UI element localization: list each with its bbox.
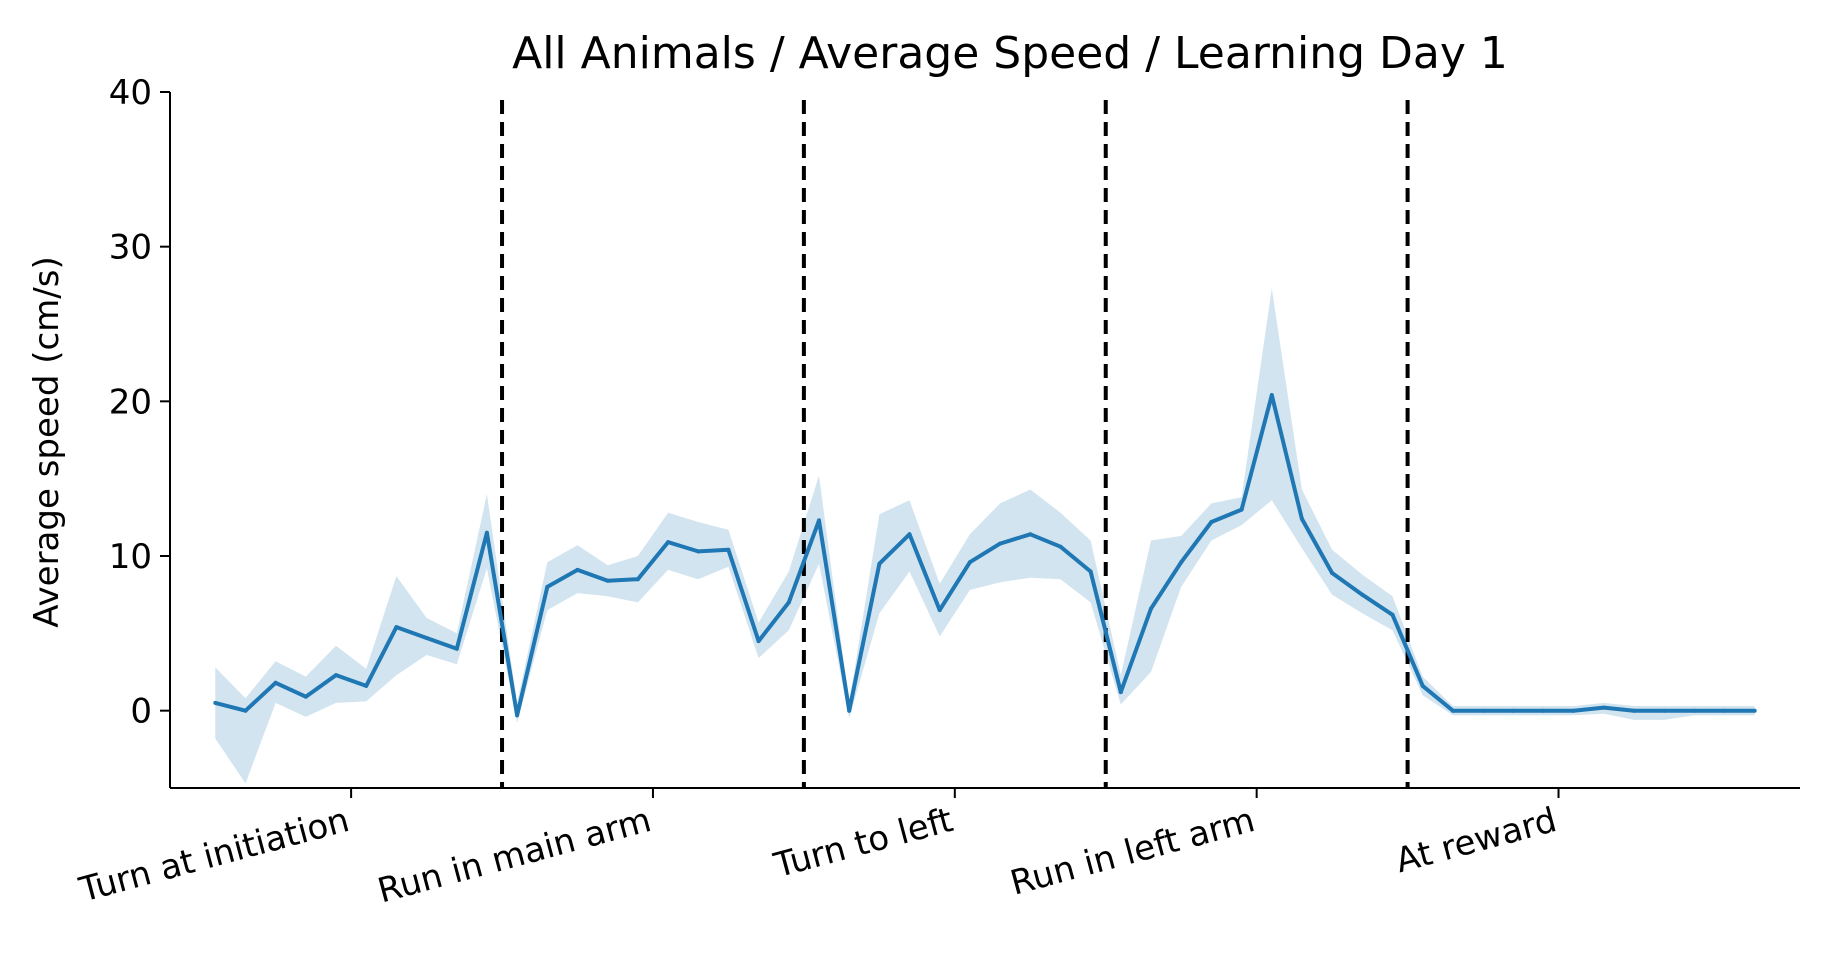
speed-point (1481, 708, 1486, 713)
speed-point (1269, 393, 1274, 398)
speed-point (575, 567, 580, 572)
y-tick-label: 10 (109, 537, 152, 577)
speed-point (756, 639, 761, 644)
speed-point (937, 608, 942, 613)
speed-point (1450, 708, 1455, 713)
x-tick-label: At reward (1392, 800, 1561, 881)
speed-point (877, 561, 882, 566)
x-tick-label: Run in main arm (374, 800, 656, 911)
speed-line-layer (213, 393, 1757, 718)
speed-point (1722, 708, 1727, 713)
confidence-band (215, 288, 1755, 784)
speed-point (364, 683, 369, 688)
speed-point (847, 708, 852, 713)
x-ticks: Turn at initiation Run in main arm Turn to… (75, 788, 1561, 911)
speed-point (666, 540, 671, 545)
speed-point (303, 694, 308, 699)
confidence-band-layer (215, 288, 1755, 784)
x-tick-label: Turn at initiation (75, 800, 354, 911)
speed-point (334, 673, 338, 678)
speed-point (1239, 507, 1244, 512)
speed-point (1118, 690, 1123, 695)
speed-point (1692, 708, 1697, 713)
speed-point (1420, 683, 1425, 688)
speed-point (817, 518, 821, 523)
speed-point (1541, 708, 1546, 713)
y-ticks: 0 10 20 30 40 (109, 73, 170, 732)
y-axis-label: Average speed (cm/s) (27, 256, 67, 627)
speed-point (1299, 516, 1304, 521)
speed-point (967, 560, 972, 565)
speed-point (1088, 569, 1093, 574)
x-tick-label: Run in left arm (1006, 800, 1259, 904)
speed-point (1632, 708, 1636, 713)
speed-line (214, 393, 1755, 718)
speed-point (213, 700, 218, 705)
speed-point (1511, 708, 1516, 713)
y-tick-label: 0 (130, 692, 152, 732)
speed-point (1662, 708, 1667, 713)
speed-point (605, 578, 610, 583)
speed-point (696, 549, 701, 554)
speed-point (1752, 708, 1757, 713)
speed-point (424, 636, 429, 640)
speed-point (454, 646, 459, 651)
speed-point (635, 577, 640, 582)
speed-point (1058, 544, 1063, 549)
speed-point (1360, 592, 1365, 597)
speed-point (1179, 560, 1184, 565)
speed-point (1571, 708, 1576, 713)
axes (169, 92, 1800, 789)
phase-divider-layer (500, 100, 1410, 788)
speed-point (273, 680, 278, 685)
speed-point (1209, 520, 1214, 524)
speed-point (1390, 612, 1395, 617)
y-tick-label: 20 (109, 382, 152, 422)
speed-point (1601, 705, 1606, 710)
speed-point (907, 532, 912, 537)
y-tick-label: 30 (109, 228, 152, 268)
y-tick-label: 40 (109, 73, 152, 113)
speed-point (484, 530, 489, 535)
chart-title: All Animals / Average Speed / Learning D… (512, 28, 1508, 79)
x-tick-label: Turn to left (769, 800, 957, 886)
speed-point (1149, 606, 1153, 611)
speed-point (515, 713, 520, 718)
speed-point (243, 708, 248, 713)
speed-point (786, 600, 791, 605)
speed-point (394, 625, 399, 630)
speed-point (998, 541, 1003, 546)
speed-point (545, 584, 550, 589)
speed-point (726, 547, 731, 552)
speed-point (1330, 571, 1335, 575)
speed-point (1028, 532, 1033, 537)
